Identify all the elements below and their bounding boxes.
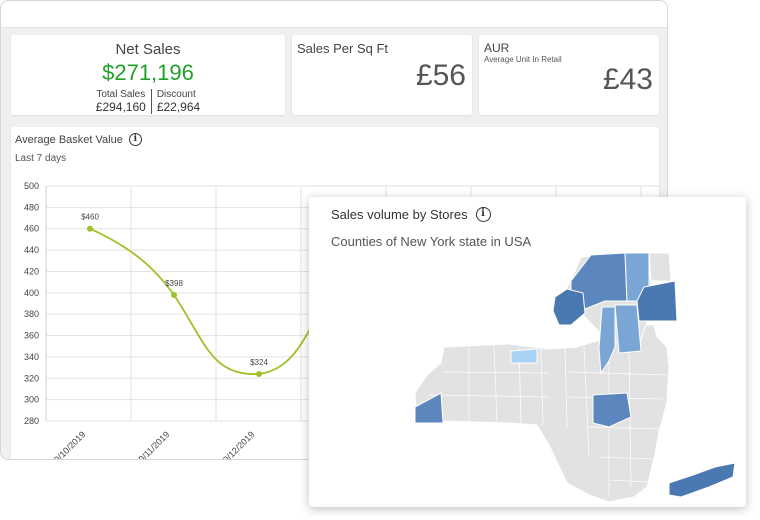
data-point	[256, 371, 262, 377]
y-tick-label: 340	[24, 352, 39, 362]
data-point	[171, 291, 177, 298]
y-tick-label: 320	[24, 373, 39, 383]
series-line	[89, 227, 344, 375]
y-tick-label: 360	[24, 331, 39, 341]
discount-label: Discount	[156, 89, 196, 100]
popup-title-row: Sales volume by Stores i	[331, 207, 491, 222]
total-sales-value: £294,160	[95, 100, 146, 114]
county-essex[interactable]	[636, 280, 678, 322]
y-tick-label: 420	[24, 266, 39, 276]
aur-card: AUR Average Unit In Retail £43	[479, 35, 659, 115]
y-tick-label: 380	[24, 309, 39, 319]
discount: Discount £22,964	[150, 89, 205, 114]
county-wayne[interactable]	[510, 348, 538, 364]
county-clinton[interactable]	[648, 252, 672, 282]
x-tick-label: 0/11/2019	[137, 429, 172, 460]
sales-per-sqft-value: £56	[415, 59, 466, 92]
county-hamilton[interactable]	[614, 304, 642, 354]
sales-per-sqft-title: Sales Per Sq Ft	[297, 41, 389, 56]
popup-subtitle: Counties of New York state in USA	[331, 234, 532, 249]
discount-value: £22,964	[156, 100, 201, 114]
net-sales-card: Net Sales $271,196 Total Sales £294,160 …	[11, 35, 285, 115]
x-tick-label: 0/12/2019	[221, 429, 256, 460]
net-sales-value: $271,196	[102, 60, 194, 85]
new-york-county-map	[414, 252, 736, 503]
data-label: $398	[165, 279, 183, 288]
data-label: $460	[81, 213, 99, 222]
total-sales: Total Sales £294,160	[91, 89, 151, 114]
y-tick-label: 500	[24, 181, 39, 191]
data-point	[87, 225, 93, 232]
y-tick-label: 280	[24, 416, 39, 426]
y-tick-label: 440	[24, 245, 39, 255]
net-sales-breakdown: Total Sales £294,160 Discount £22,964	[11, 89, 285, 114]
info-icon[interactable]: i	[475, 207, 491, 222]
y-tick-label: 400	[24, 288, 39, 298]
y-tick-label: 460	[24, 224, 39, 234]
aur-value: £43	[602, 63, 653, 96]
county-jefferson[interactable]	[552, 288, 586, 326]
basket-subtitle: Last 7 days	[15, 153, 67, 164]
y-tick-label: 480	[24, 202, 39, 212]
county-chautauqua[interactable]	[414, 392, 444, 424]
sales-per-sqft-card: Sales Per Sq Ft £56	[292, 35, 472, 115]
county-suffolk[interactable]	[668, 462, 736, 498]
aur-title: AUR	[484, 41, 510, 55]
x-tick-label: 0/10/2019	[52, 429, 87, 460]
basket-title: Average Basket Value	[15, 133, 123, 146]
net-sales-title: Net Sales	[115, 41, 181, 58]
basket-title-row: Average Basket Value i	[15, 133, 142, 146]
y-tick-label: 300	[24, 395, 39, 405]
info-icon[interactable]: i	[128, 133, 142, 146]
sales-by-stores-popup: Sales volume by Stores i Counties of New…	[309, 197, 746, 507]
total-sales-label: Total Sales	[96, 89, 146, 100]
top-bar	[1, 1, 667, 28]
county-broome[interactable]	[592, 392, 632, 428]
aur-subtitle: Average Unit In Retail	[484, 55, 562, 64]
data-label: $324	[250, 358, 268, 367]
popup-title: Sales volume by Stores	[331, 207, 468, 222]
